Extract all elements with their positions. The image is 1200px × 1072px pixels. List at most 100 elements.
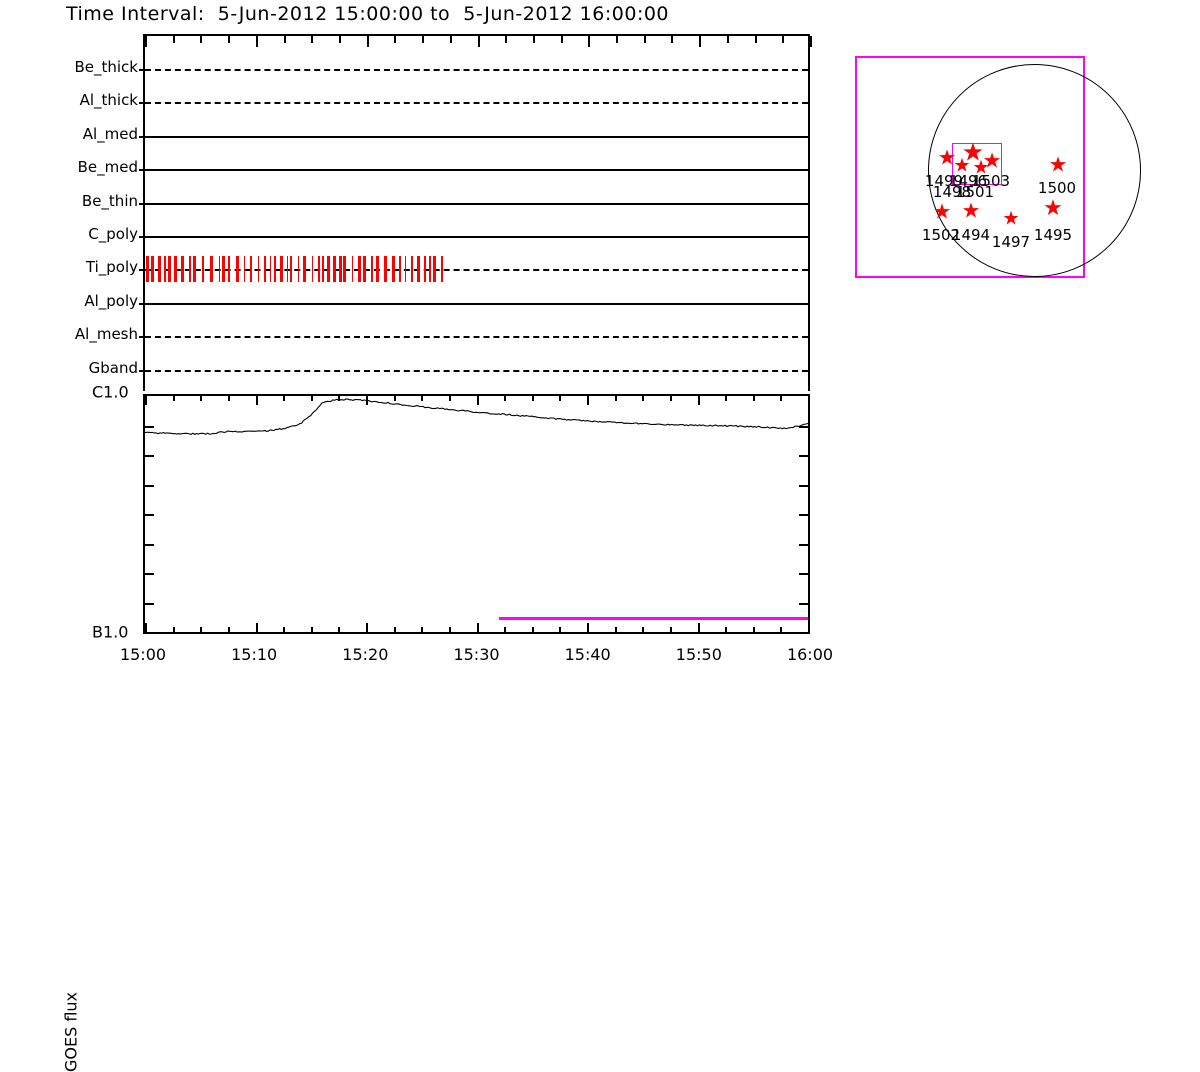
flux-x-tick xyxy=(448,396,451,401)
upper-tick xyxy=(726,36,729,43)
active-region-label: 1502 xyxy=(921,226,961,244)
upper-tick xyxy=(643,36,646,43)
filter-axis-tick xyxy=(139,102,146,105)
flux-y-tick xyxy=(145,455,154,457)
flux-x-tick xyxy=(255,396,258,405)
observation-tick xyxy=(228,256,231,283)
flux-x-tick xyxy=(697,396,700,405)
flux-x-tick xyxy=(752,627,755,632)
flux-x-tick xyxy=(200,627,203,632)
upper-tick xyxy=(338,36,341,43)
flux-x-tick xyxy=(669,627,672,632)
active-region-star: ★ xyxy=(1002,207,1020,230)
flux-xtick-label: 15:00 xyxy=(119,645,167,664)
flux-x-tick xyxy=(587,623,589,632)
filter-axis-tick xyxy=(139,169,146,172)
observation-tick xyxy=(326,256,330,283)
goes-flux-curve xyxy=(145,398,808,436)
flux-y-tick xyxy=(799,573,808,575)
filter-label-column: Be_thick Al_thick Al_med Be_med Be_thin C_pol… xyxy=(0,34,138,391)
flux-xtick-label: 15:30 xyxy=(453,645,500,664)
flux-x-tick xyxy=(421,627,424,632)
active-region-label: 1494 xyxy=(951,226,991,244)
observation-tick xyxy=(357,256,361,283)
active-region-star: ★ xyxy=(932,199,952,224)
filter-line-al_med xyxy=(145,135,808,138)
flux-x-tick xyxy=(614,627,617,632)
observation-tick xyxy=(250,256,253,283)
flux-x-tick xyxy=(200,396,203,401)
target-pointing-box xyxy=(952,143,1002,185)
active-region-star: ★ xyxy=(937,145,957,170)
active-region-star: ★ xyxy=(972,156,990,179)
flux-y-tick xyxy=(145,543,154,546)
upper-tick xyxy=(283,36,286,43)
filter-axis-tick xyxy=(139,236,146,238)
observation-tick xyxy=(398,256,401,283)
flux-x-tick xyxy=(145,623,147,632)
filter-line-be_thick xyxy=(145,69,808,71)
flux-x-tick xyxy=(393,627,396,632)
flux-x-tick xyxy=(752,396,755,401)
filter-label-al_thick: Al_thick xyxy=(79,91,138,110)
observation-tick xyxy=(303,256,307,283)
filter-label-be_thick: Be_thick xyxy=(74,58,138,76)
flux-x-tick xyxy=(780,396,783,401)
filter-line-al_poly xyxy=(145,302,808,305)
observation-tick xyxy=(322,256,324,283)
filter-label-ti_poly: Ti_poly xyxy=(85,258,138,277)
upper-tick xyxy=(699,36,702,47)
flux-y-tick xyxy=(145,602,154,605)
observation-tick xyxy=(363,256,367,283)
active-region-star: ★ xyxy=(1043,196,1063,221)
ti-poly-observation-band xyxy=(145,256,445,283)
flux-x-tick xyxy=(421,396,424,401)
filter-label-gband: Gband xyxy=(88,358,138,377)
flux-y-tick xyxy=(799,543,808,546)
flux-y-tick xyxy=(799,455,808,457)
flux-x-tick xyxy=(725,627,728,632)
flux-x-tick xyxy=(559,396,562,401)
flux-x-tick xyxy=(531,627,534,632)
flux-xtick-label: 15:20 xyxy=(342,645,389,664)
observation-tick xyxy=(433,256,437,283)
flux-x-tick xyxy=(559,627,562,632)
flux-y-tick xyxy=(145,514,154,516)
flux-x-tick xyxy=(642,396,645,401)
filter-line-ti_poly xyxy=(145,269,808,272)
observation-tick xyxy=(428,256,431,283)
upper-tick xyxy=(505,36,508,43)
flux-x-tick xyxy=(172,627,175,632)
flux-x-tick xyxy=(808,623,810,632)
filter-axis-tick xyxy=(139,336,146,339)
observation-tick xyxy=(236,256,240,283)
observation-tick xyxy=(370,256,373,283)
filter-axis-tick xyxy=(139,302,146,305)
flux-x-tick xyxy=(808,396,810,405)
flux-axis-title: GOES flux xyxy=(61,991,81,1072)
upper-tick xyxy=(255,36,258,47)
active-region-star: ★ xyxy=(961,198,981,223)
flux-x-tick xyxy=(697,623,700,632)
upper-tick xyxy=(616,36,619,43)
upper-tick xyxy=(560,36,563,43)
filter-label-c_poly: C_poly xyxy=(88,225,138,243)
upper-tick xyxy=(782,36,785,43)
observation-tick xyxy=(218,256,220,283)
flux-x-tick xyxy=(476,623,479,632)
filter-label-be_med: Be_med xyxy=(77,158,138,177)
observation-tick xyxy=(279,256,283,283)
filter-label-al_med: Al_med xyxy=(82,124,138,143)
upper-tick xyxy=(588,36,591,47)
filter-axis-tick xyxy=(139,202,146,205)
active-region-star: ★ xyxy=(982,148,1002,173)
observation-tick xyxy=(167,256,171,283)
flux-xtick-label: 15:40 xyxy=(564,645,611,664)
observation-tick xyxy=(338,256,342,283)
filter-line-al_mesh xyxy=(145,336,808,339)
upper-tick xyxy=(477,36,480,47)
active-region-label: 1498 xyxy=(932,183,972,201)
flux-x-tick xyxy=(476,396,479,405)
coverage-bar xyxy=(498,617,808,620)
observation-tick xyxy=(376,256,380,283)
